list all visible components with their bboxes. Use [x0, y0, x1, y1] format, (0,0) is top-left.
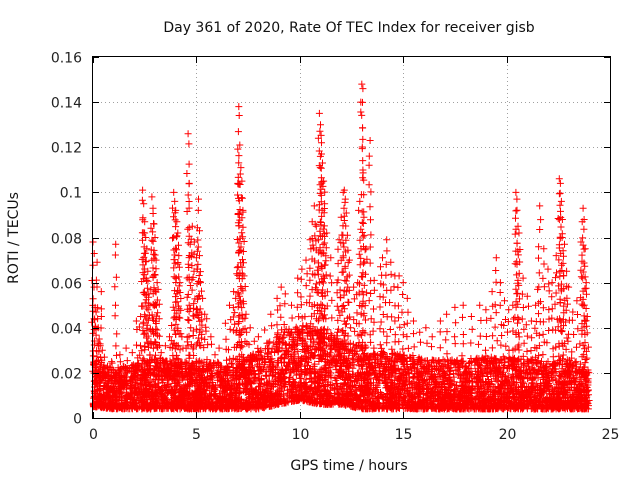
data-point — [117, 371, 125, 379]
data-point — [96, 379, 104, 387]
data-point — [138, 405, 146, 413]
data-point — [133, 376, 141, 384]
data-point — [133, 397, 141, 405]
data-point — [93, 383, 101, 391]
data-points — [88, 80, 593, 413]
data-point — [97, 403, 105, 411]
data-point — [112, 400, 119, 408]
data-point — [104, 391, 112, 399]
data-point — [139, 394, 147, 401]
data-point — [113, 390, 121, 398]
data-point — [145, 391, 152, 399]
data-point — [362, 343, 370, 351]
data-point — [136, 380, 144, 388]
data-point — [117, 389, 125, 397]
data-point — [131, 384, 139, 391]
data-point — [132, 404, 140, 411]
data-point — [92, 376, 100, 384]
data-point — [132, 385, 139, 393]
data-point — [151, 392, 159, 399]
data-point — [152, 404, 160, 412]
data-point — [126, 391, 134, 399]
data-point — [123, 385, 130, 393]
data-point — [140, 398, 148, 406]
data-point — [158, 402, 166, 410]
data-point — [118, 405, 126, 413]
data-point — [159, 392, 167, 400]
data-point — [165, 380, 173, 388]
data-point — [97, 394, 105, 402]
data-point — [158, 375, 166, 383]
data-point — [139, 404, 147, 411]
data-point — [100, 383, 108, 391]
data-point — [116, 379, 124, 387]
data-point — [163, 390, 171, 398]
data-point — [126, 376, 134, 384]
data-point — [143, 385, 151, 393]
data-point — [94, 398, 102, 406]
data-point — [152, 392, 160, 400]
data-point — [132, 366, 140, 374]
data-point — [162, 384, 170, 392]
data-point — [104, 378, 112, 386]
data-point — [124, 402, 132, 410]
data-point — [145, 403, 153, 411]
data-point — [142, 382, 150, 389]
data-point — [106, 403, 114, 411]
data-point — [285, 374, 293, 382]
data-point — [164, 401, 172, 409]
data-point — [169, 388, 177, 395]
data-point — [158, 393, 165, 401]
data-point — [103, 386, 111, 394]
data-point — [131, 379, 139, 387]
data-point — [155, 384, 163, 392]
data-point — [154, 399, 162, 407]
